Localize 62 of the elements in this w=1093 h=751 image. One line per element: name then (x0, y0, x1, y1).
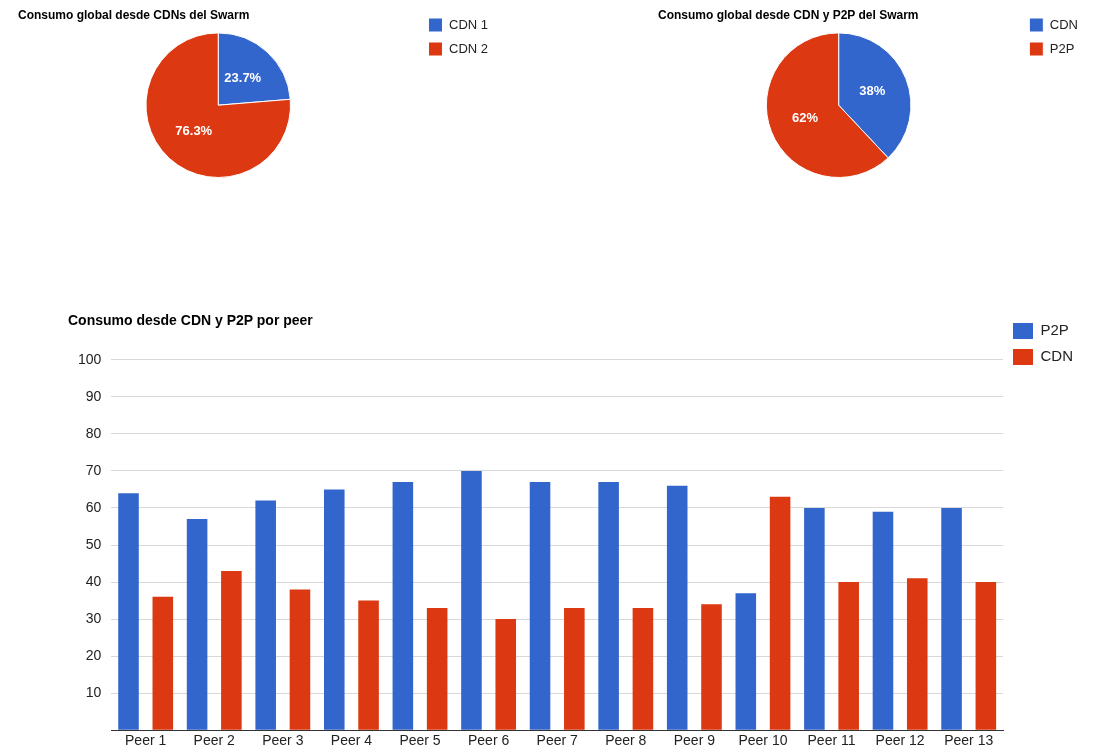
y-tick-label: 30 (85, 609, 102, 626)
legend-label: P2P (1049, 40, 1075, 56)
bar (941, 507, 962, 730)
bar (255, 500, 276, 730)
y-tick-label: 80 (85, 424, 102, 441)
x-tick-label: Peer 7 (536, 732, 579, 749)
legend-label: CDN 2 (448, 40, 489, 56)
bar (769, 496, 791, 730)
y-tick-label: 90 (85, 387, 102, 404)
bar (529, 482, 551, 730)
chart-title: Consumo desde CDN y P2P por peer (68, 312, 314, 329)
data-label: 38% (859, 83, 886, 99)
x-tick-label: Peer 2 (193, 732, 236, 749)
bar (118, 493, 139, 730)
bar (598, 482, 619, 730)
bar (289, 589, 311, 730)
bar (838, 582, 859, 730)
x-tick-label: Peer 9 (673, 732, 716, 749)
data-label: 23.7% (224, 70, 262, 86)
legend-label: CDN (1049, 16, 1079, 32)
y-tick-label: 10 (85, 684, 102, 701)
x-tick-label: Peer 1 (125, 732, 167, 749)
bar (906, 578, 928, 730)
bar (804, 507, 825, 730)
legend-label: CDN 1 (448, 16, 489, 32)
x-tick-label: Peer 4 (330, 732, 373, 749)
y-tick-label: 60 (85, 498, 102, 515)
y-tick-label: 20 (85, 646, 102, 663)
x-tick-label: Peer 6 (467, 732, 510, 749)
y-tick-label: 70 (85, 461, 102, 478)
bar (975, 582, 997, 730)
bar (186, 519, 208, 730)
x-tick-label: Peer 12 (875, 732, 925, 749)
x-tick-label: Peer 11 (807, 732, 856, 749)
bar (632, 607, 654, 730)
y-tick-label: 40 (85, 572, 102, 589)
bar (666, 485, 688, 730)
chart-title: Consumo global desde CDN y P2P del Swarm (658, 7, 919, 22)
bar (426, 607, 448, 730)
bar (461, 470, 482, 730)
legend-label: P2P (1040, 321, 1069, 339)
bar (221, 570, 242, 730)
bar (701, 604, 722, 730)
chart-title: Consumo global desde CDNs del Swarm (18, 7, 250, 22)
bar (735, 593, 757, 730)
y-tick-label: 100 (78, 350, 102, 367)
bar (152, 596, 174, 730)
x-tick-label: Peer 5 (399, 732, 441, 749)
bar (564, 607, 585, 730)
bar (872, 511, 894, 730)
data-label: 62% (792, 110, 819, 126)
legend-label: CDN (1040, 347, 1073, 365)
x-tick-label: Peer 13 (944, 732, 994, 749)
x-tick-label: Peer 8 (605, 732, 647, 749)
x-tick-label: Peer 3 (262, 732, 304, 749)
data-label: 76.3% (175, 123, 213, 139)
x-tick-label: Peer 10 (738, 732, 788, 749)
bar (323, 489, 345, 730)
bar (392, 482, 414, 730)
bar (495, 619, 517, 730)
y-tick-label: 50 (85, 535, 102, 552)
bar (358, 600, 379, 730)
